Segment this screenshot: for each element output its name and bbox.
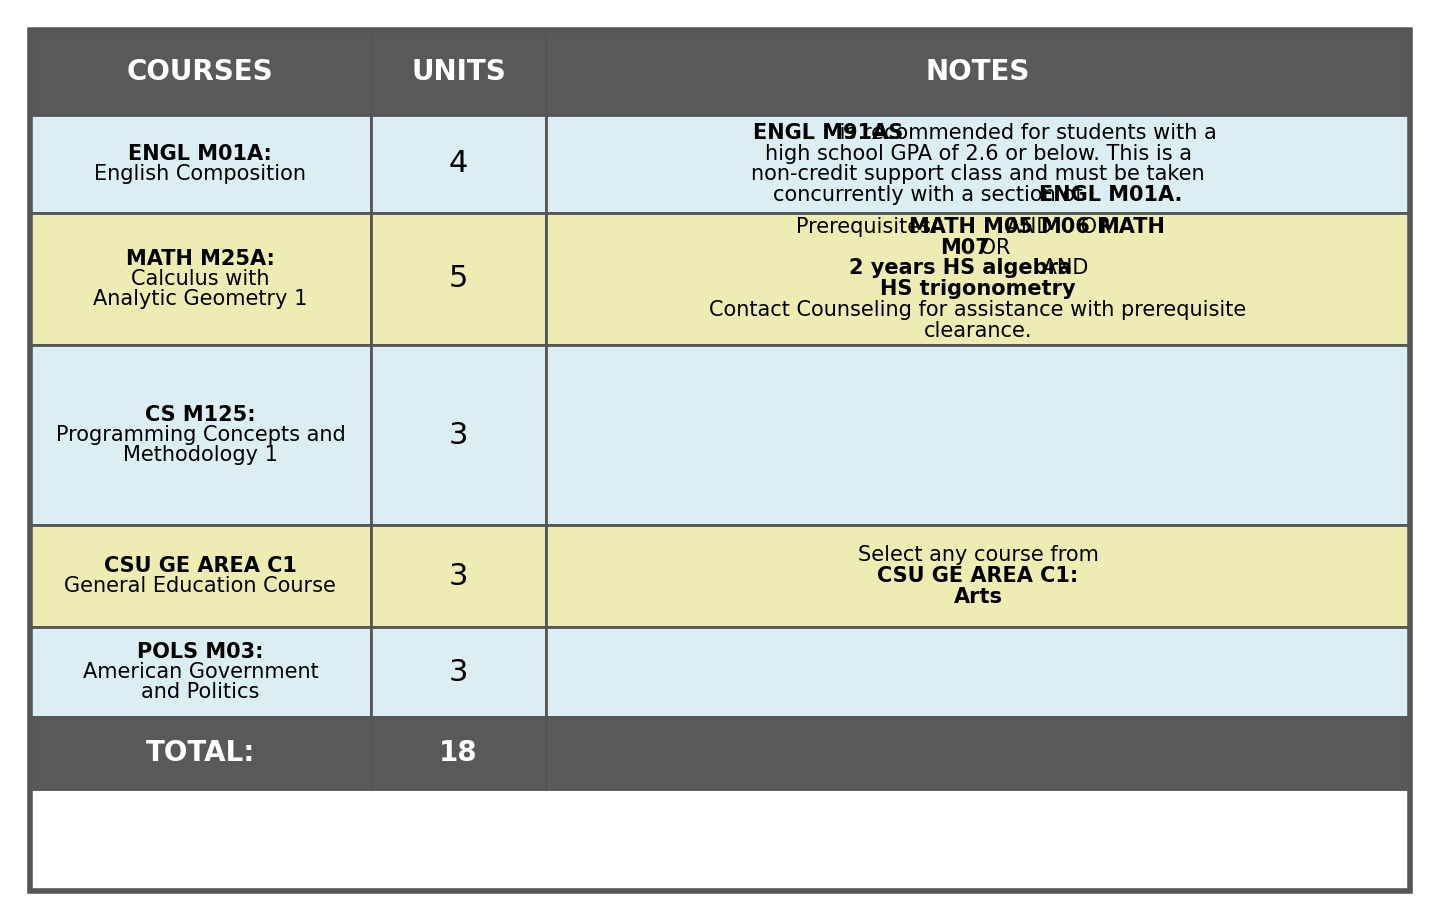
Text: 4: 4 xyxy=(449,149,468,179)
Bar xyxy=(372,525,546,627)
Bar xyxy=(546,115,1410,213)
Text: POLS M03:: POLS M03: xyxy=(137,642,264,662)
Text: non-credit support class and must be taken: non-credit support class and must be tak… xyxy=(752,164,1205,184)
Text: HS trigonometry: HS trigonometry xyxy=(880,279,1076,299)
Bar xyxy=(546,30,1410,115)
Bar xyxy=(30,627,372,717)
Bar xyxy=(546,525,1410,627)
Text: COURSES: COURSES xyxy=(127,59,274,87)
Bar xyxy=(546,627,1410,717)
Text: MATH M25A:: MATH M25A: xyxy=(125,249,275,269)
Text: MATH: MATH xyxy=(1099,217,1165,237)
Text: 18: 18 xyxy=(439,740,478,767)
Text: ENGL M01A:: ENGL M01A: xyxy=(128,144,272,164)
Bar xyxy=(30,30,372,115)
Text: ENGL M01A.: ENGL M01A. xyxy=(1038,185,1182,205)
Bar xyxy=(372,717,546,789)
Text: American Government: American Government xyxy=(82,662,318,682)
Text: 3: 3 xyxy=(449,658,468,687)
Text: OR: OR xyxy=(1074,217,1117,237)
Text: AND: AND xyxy=(1035,259,1089,278)
Bar xyxy=(30,115,372,213)
Text: Analytic Geometry 1: Analytic Geometry 1 xyxy=(94,289,308,309)
Text: 3: 3 xyxy=(449,421,468,449)
Text: is recommended for students with a: is recommended for students with a xyxy=(832,122,1217,143)
Text: TOTAL:: TOTAL: xyxy=(145,740,255,767)
Text: 2 years HS algebra: 2 years HS algebra xyxy=(850,259,1073,278)
Bar xyxy=(30,525,372,627)
Bar xyxy=(546,717,1410,789)
Text: CS M125:: CS M125: xyxy=(145,404,256,425)
Text: and Politics: and Politics xyxy=(141,682,259,703)
Text: MATH M05: MATH M05 xyxy=(909,217,1032,237)
Text: M06: M06 xyxy=(1040,217,1090,237)
Text: concurrently with a section of: concurrently with a section of xyxy=(773,185,1090,205)
Text: OR: OR xyxy=(973,238,1011,258)
Bar xyxy=(546,213,1410,344)
Bar xyxy=(30,344,372,525)
Text: 5: 5 xyxy=(449,264,468,293)
Bar xyxy=(30,717,372,789)
Text: UNITS: UNITS xyxy=(410,59,505,87)
Text: Calculus with: Calculus with xyxy=(131,269,269,289)
Text: Arts: Arts xyxy=(953,587,1002,607)
Text: AND: AND xyxy=(1001,217,1060,237)
Bar xyxy=(30,213,372,344)
Text: Programming Concepts and: Programming Concepts and xyxy=(56,425,346,445)
Text: Prerequisites:: Prerequisites: xyxy=(795,217,945,237)
Bar xyxy=(372,213,546,344)
Bar xyxy=(372,627,546,717)
Text: clearance.: clearance. xyxy=(924,321,1032,341)
Text: ENGL M91AS: ENGL M91AS xyxy=(753,122,903,143)
Text: 3: 3 xyxy=(449,562,468,590)
Bar xyxy=(372,115,546,213)
Text: M07: M07 xyxy=(940,238,991,258)
Text: Contact Counseling for assistance with prerequisite: Contact Counseling for assistance with p… xyxy=(710,300,1247,320)
Text: high school GPA of 2.6 or below. This is a: high school GPA of 2.6 or below. This is… xyxy=(765,144,1191,164)
Text: General Education Course: General Education Course xyxy=(65,577,337,596)
Text: CSU GE AREA C1:: CSU GE AREA C1: xyxy=(877,566,1079,586)
Text: NOTES: NOTES xyxy=(926,59,1030,87)
Text: CSU GE AREA C1: CSU GE AREA C1 xyxy=(104,556,297,576)
Text: Methodology 1: Methodology 1 xyxy=(122,445,278,465)
Text: Select any course from: Select any course from xyxy=(858,545,1099,565)
Bar xyxy=(372,30,546,115)
Bar xyxy=(372,344,546,525)
Bar xyxy=(546,344,1410,525)
Text: English Composition: English Composition xyxy=(95,164,307,184)
